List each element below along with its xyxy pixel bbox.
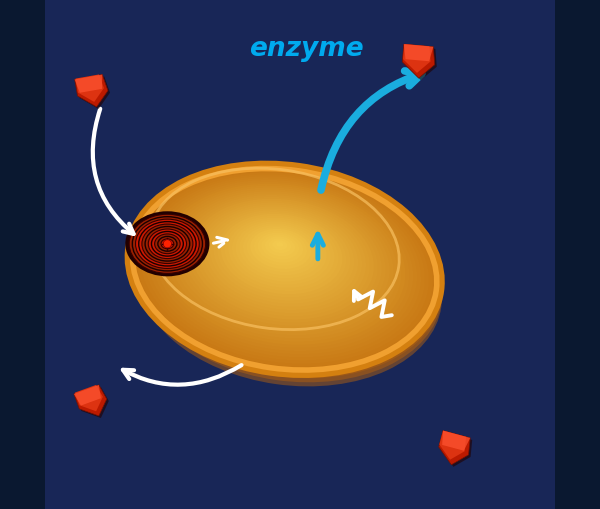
Ellipse shape [155, 235, 180, 254]
Text: enzyme: enzyme [249, 36, 364, 62]
Ellipse shape [188, 197, 378, 323]
Ellipse shape [176, 192, 389, 332]
Ellipse shape [151, 179, 417, 355]
Polygon shape [77, 77, 110, 110]
Circle shape [163, 240, 172, 248]
Ellipse shape [137, 169, 442, 371]
Ellipse shape [247, 228, 315, 273]
Ellipse shape [254, 231, 307, 266]
Ellipse shape [257, 233, 303, 263]
Ellipse shape [210, 209, 354, 304]
Polygon shape [442, 431, 470, 451]
Ellipse shape [221, 214, 343, 295]
Ellipse shape [137, 177, 442, 379]
Ellipse shape [261, 235, 299, 260]
Ellipse shape [125, 212, 209, 277]
Polygon shape [74, 75, 102, 94]
Polygon shape [439, 431, 466, 460]
Ellipse shape [214, 211, 350, 301]
Ellipse shape [137, 181, 442, 383]
Polygon shape [403, 45, 435, 79]
Ellipse shape [217, 212, 346, 298]
Ellipse shape [162, 184, 406, 345]
Ellipse shape [161, 239, 174, 249]
Polygon shape [76, 387, 109, 418]
Ellipse shape [140, 173, 429, 364]
Ellipse shape [133, 169, 437, 371]
Ellipse shape [235, 222, 327, 282]
Ellipse shape [158, 182, 409, 348]
Polygon shape [76, 75, 104, 103]
Ellipse shape [272, 241, 287, 250]
Ellipse shape [143, 175, 425, 361]
Polygon shape [74, 75, 108, 108]
Ellipse shape [184, 195, 382, 326]
Ellipse shape [148, 230, 187, 259]
Ellipse shape [173, 190, 394, 335]
Ellipse shape [228, 218, 335, 289]
Ellipse shape [224, 216, 338, 292]
Ellipse shape [136, 220, 199, 269]
Ellipse shape [129, 215, 206, 274]
Ellipse shape [206, 207, 358, 307]
Ellipse shape [142, 224, 193, 264]
Ellipse shape [169, 188, 398, 339]
Ellipse shape [136, 171, 433, 367]
Ellipse shape [147, 177, 421, 358]
Polygon shape [403, 45, 431, 74]
Polygon shape [404, 47, 437, 81]
Polygon shape [439, 431, 470, 465]
Ellipse shape [243, 225, 319, 276]
Ellipse shape [239, 223, 323, 279]
Ellipse shape [269, 239, 292, 254]
Polygon shape [441, 433, 472, 467]
Polygon shape [74, 385, 107, 416]
Ellipse shape [265, 237, 295, 257]
Ellipse shape [199, 203, 366, 314]
Ellipse shape [181, 193, 386, 329]
Ellipse shape [276, 242, 284, 247]
Ellipse shape [155, 181, 413, 351]
Polygon shape [75, 385, 103, 411]
Polygon shape [404, 45, 433, 62]
Ellipse shape [191, 199, 374, 320]
Ellipse shape [232, 220, 331, 285]
Ellipse shape [166, 186, 401, 342]
Ellipse shape [137, 185, 442, 387]
Ellipse shape [195, 201, 370, 317]
Polygon shape [74, 385, 101, 406]
Ellipse shape [137, 173, 442, 375]
Ellipse shape [250, 229, 311, 270]
Ellipse shape [202, 205, 362, 310]
